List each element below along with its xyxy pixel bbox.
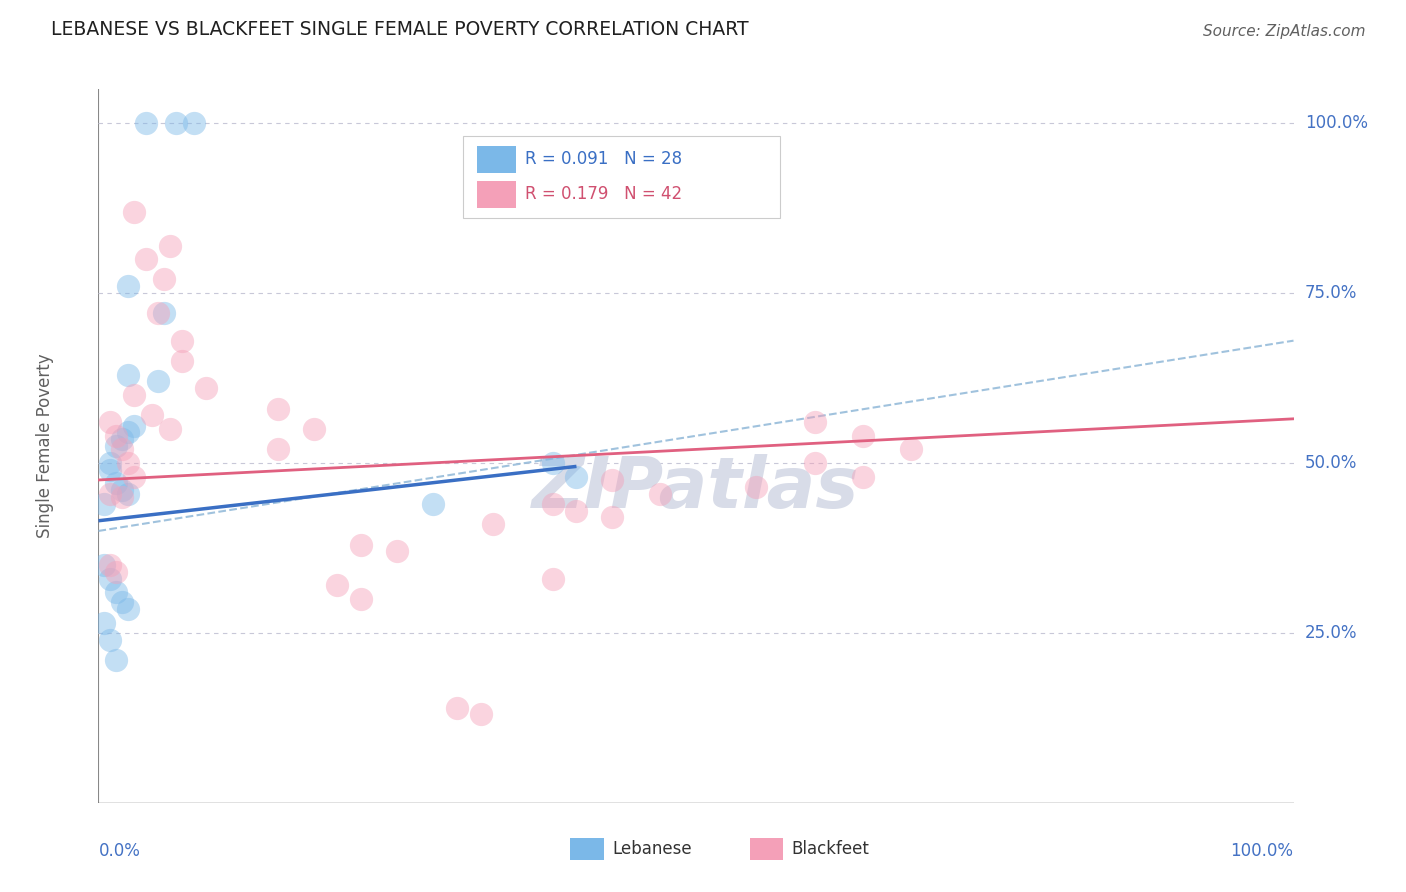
Point [124,388,146,402]
Point [267,401,290,416]
Point [117,425,139,440]
Point [141,409,163,423]
Point [385,544,409,558]
Point [105,439,128,453]
Point [111,483,134,498]
FancyBboxPatch shape [477,145,516,173]
Point [541,572,564,586]
Point [565,503,588,517]
Point [804,456,827,470]
Point [105,476,128,491]
FancyBboxPatch shape [477,180,516,208]
Point [326,578,349,592]
Point [117,279,139,293]
Text: Blackfeet: Blackfeet [792,840,869,858]
Point [481,517,505,532]
Point [153,306,176,320]
Point [117,486,139,500]
Point [98,456,122,470]
Point [98,558,122,572]
FancyBboxPatch shape [749,838,783,860]
Point [105,585,128,599]
Text: 50.0%: 50.0% [1305,454,1357,472]
Text: Lebanese: Lebanese [613,840,692,858]
Point [124,418,146,433]
Point [267,442,290,457]
Point [165,116,187,130]
Point [745,480,768,494]
Point [852,469,875,483]
Text: 75.0%: 75.0% [1305,284,1357,302]
FancyBboxPatch shape [571,838,605,860]
Point [541,456,564,470]
Point [153,272,176,286]
Text: Source: ZipAtlas.com: Source: ZipAtlas.com [1202,24,1365,39]
Point [195,381,218,395]
Point [148,375,170,389]
Point [111,490,134,504]
Point [350,537,373,551]
Point [470,707,492,722]
Point [900,442,922,457]
Point [446,700,468,714]
Text: R = 0.179   N = 42: R = 0.179 N = 42 [524,186,682,203]
Point [98,415,122,429]
Point [111,595,134,609]
Point [105,429,128,443]
Point [148,306,170,320]
Point [648,486,672,500]
Point [302,422,325,436]
Text: R = 0.091   N = 28: R = 0.091 N = 28 [524,150,682,168]
Text: 0.0%: 0.0% [98,842,141,860]
Point [541,497,564,511]
Point [159,422,181,436]
Point [111,442,134,457]
Point [159,238,181,252]
Point [105,565,128,579]
Point [172,334,194,348]
FancyBboxPatch shape [463,136,780,218]
Point [124,469,146,483]
Point [135,252,157,266]
Point [124,204,146,219]
Point [117,456,139,470]
Text: 100.0%: 100.0% [1305,114,1368,132]
Point [117,368,139,382]
Point [98,463,122,477]
Point [93,497,115,511]
Point [98,572,122,586]
Point [98,486,122,500]
Point [105,653,128,667]
Point [183,116,205,130]
Text: LEBANESE VS BLACKFEET SINGLE FEMALE POVERTY CORRELATION CHART: LEBANESE VS BLACKFEET SINGLE FEMALE POVE… [51,21,748,39]
Point [135,116,157,130]
Text: 25.0%: 25.0% [1305,624,1357,642]
Point [117,602,139,616]
Point [422,497,444,511]
Point [172,354,194,368]
Text: 100.0%: 100.0% [1230,842,1294,860]
Point [111,432,134,446]
Point [350,591,373,606]
Point [804,415,827,429]
Point [565,469,588,483]
Point [98,632,122,647]
Point [602,473,624,487]
Text: ZIPatlas: ZIPatlas [533,454,859,524]
Point [852,429,875,443]
Point [602,510,624,524]
Text: Single Female Poverty: Single Female Poverty [35,354,53,538]
Point [93,558,115,572]
Point [93,615,115,630]
